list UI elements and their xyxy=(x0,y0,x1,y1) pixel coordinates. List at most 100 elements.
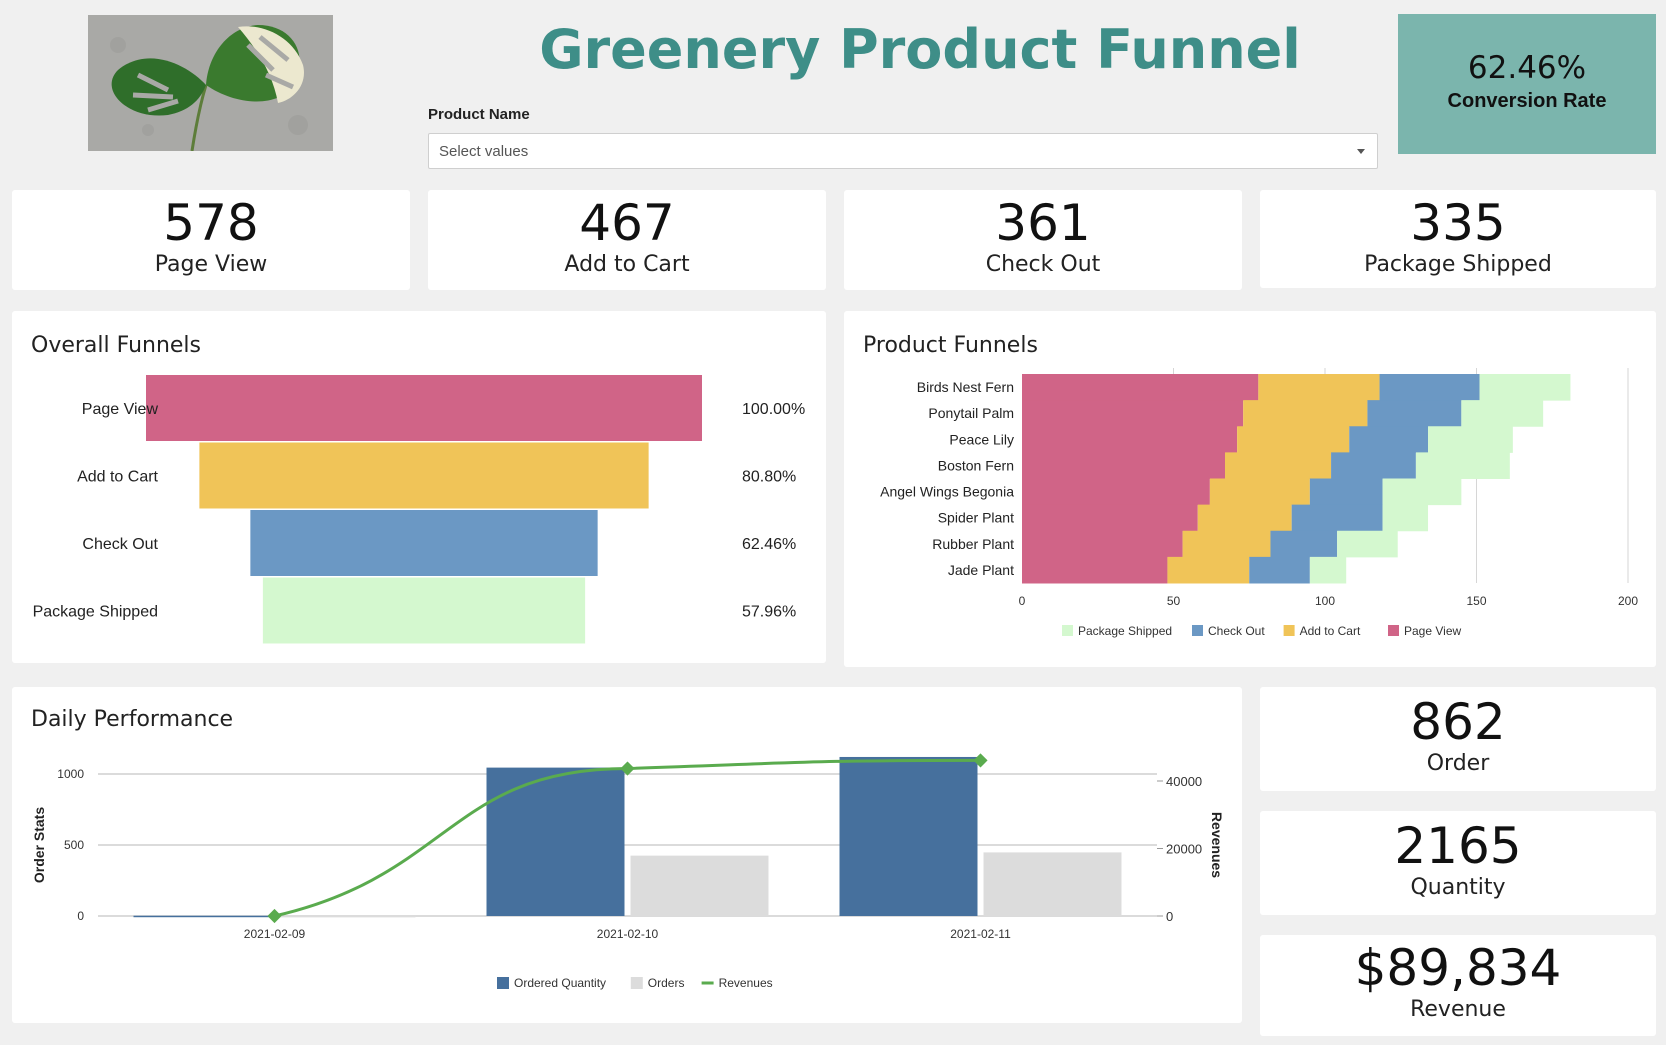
product-category-label: Spider Plant xyxy=(938,510,1014,526)
stacked-bar-segment xyxy=(1382,478,1462,506)
legend-label: Add to Cart xyxy=(1300,624,1361,638)
legend-label: Page View xyxy=(1404,624,1461,638)
bar-orders xyxy=(630,855,769,916)
stacked-bar-segment xyxy=(1022,504,1198,532)
stacked-bar-segment xyxy=(1022,530,1183,558)
revenue-point xyxy=(267,908,282,924)
revenue-line xyxy=(274,758,981,918)
bar-ordered-quantity xyxy=(133,915,272,918)
kpi-value: 862 xyxy=(1410,693,1506,751)
legend-label: Package Shipped xyxy=(1078,624,1172,638)
legend-swatch xyxy=(1283,625,1295,636)
funnel-bar xyxy=(146,375,702,441)
overall-funnel-chart: Page View 100.00% Add to Cart 80.80% Check O… xyxy=(33,375,805,644)
select-placeholder: Select values xyxy=(439,143,529,160)
kpi-package-shipped: 335 Package Shipped xyxy=(1260,190,1656,288)
kpi-quantity: 2165 Quantity xyxy=(1260,811,1656,915)
kpi-label: Check Out xyxy=(985,252,1101,277)
funnel-stage-label: Page View xyxy=(82,401,159,418)
funnel-percent-label: 57.96% xyxy=(742,604,796,621)
stacked-bar-segment xyxy=(1022,400,1244,427)
x-tick-label: 0 xyxy=(1019,594,1026,608)
y-tick-label: 1000 xyxy=(57,767,84,781)
y-tick-label: 500 xyxy=(64,838,84,852)
conversion-rate-card: 62.46% Conversion Rate xyxy=(1398,14,1656,154)
product-category-label: Angel Wings Begonia xyxy=(880,484,1014,500)
stacked-bar-segment xyxy=(1243,400,1368,427)
stacked-bar-segment xyxy=(1415,452,1510,479)
x-tick-label: 150 xyxy=(1466,594,1486,608)
stacked-bar-segment xyxy=(1022,426,1238,453)
stacked-bar-segment xyxy=(1349,426,1429,453)
y2-tick-label: 20000 xyxy=(1166,842,1202,857)
stacked-bar-segment xyxy=(1022,374,1259,401)
stacked-bar-segment xyxy=(1258,374,1380,401)
kpi-label: Order xyxy=(1426,751,1490,776)
legend-label: Check Out xyxy=(1208,624,1265,638)
legend-label: Orders xyxy=(648,976,685,990)
monstera-plant-photo xyxy=(88,15,333,151)
funnel-stage-label: Check Out xyxy=(82,536,158,553)
stacked-bar-segment xyxy=(1022,556,1168,584)
stacked-bar-segment xyxy=(1270,530,1338,558)
revenue-point xyxy=(620,761,635,776)
kpi-value: 335 xyxy=(1410,194,1506,252)
y2-tick-label: 0 xyxy=(1166,909,1173,924)
stacked-bar-segment xyxy=(1367,400,1462,427)
stacked-bar-segment xyxy=(1209,478,1310,506)
product-name-label: Product Name xyxy=(428,106,530,123)
kpi-value: 467 xyxy=(579,194,675,252)
daily-performance-chart: 0 500 1000 0 20000 40000 Order Stats Revenues 20… xyxy=(31,753,1225,990)
legend-label: Ordered Quantity xyxy=(514,976,606,990)
stacked-bar-segment xyxy=(1461,400,1544,427)
x-tick-label: 2021-02-10 xyxy=(597,927,659,941)
y2-tick-label: 40000 xyxy=(1166,774,1202,789)
product-funnels-panel: Product Funnels Birds Nest Fern Ponytail … xyxy=(844,311,1656,667)
x-tick-label: 2021-02-09 xyxy=(244,927,306,941)
stacked-bar-segment xyxy=(1182,530,1271,558)
kpi-revenue: $89,834 Revenue xyxy=(1260,935,1656,1036)
kpi-add-to-cart: 467 Add to Cart xyxy=(428,190,826,290)
chevron-down-icon[interactable] xyxy=(1357,149,1365,154)
stacked-bar-segment xyxy=(1291,504,1383,532)
kpi-label: Quantity xyxy=(1410,875,1506,900)
funnel-stage-label: Add to Cart xyxy=(77,469,158,486)
legend-swatch xyxy=(1388,625,1399,636)
funnel-percent-label: 62.46% xyxy=(742,536,796,553)
legend-swatch xyxy=(1192,625,1203,636)
x-tick-label: 50 xyxy=(1167,594,1181,608)
x-tick-label: 2021-02-11 xyxy=(950,927,1011,941)
conversion-rate-value: 62.46% xyxy=(1467,50,1587,86)
kpi-check-out: 361 Check Out xyxy=(844,190,1242,290)
bar-orders xyxy=(277,915,416,918)
funnel-bar xyxy=(199,442,649,509)
kpi-value: 2165 xyxy=(1394,817,1522,875)
bar-ordered-quantity xyxy=(839,756,978,916)
stacked-bar-segment xyxy=(1022,452,1226,479)
y-tick-label: 0 xyxy=(77,909,84,923)
kpi-value: 578 xyxy=(163,194,259,252)
funnel-bar xyxy=(250,510,598,576)
funnel-percent-label: 100.00% xyxy=(742,401,805,418)
legend-swatch xyxy=(630,977,643,989)
stacked-bar-segment xyxy=(1225,452,1332,479)
kpi-label: Revenue xyxy=(1410,997,1506,1022)
funnel-percent-label: 80.80% xyxy=(742,469,796,486)
stacked-bar-segment xyxy=(1331,452,1416,479)
stacked-bar-segment xyxy=(1337,530,1398,558)
stacked-bar-segment xyxy=(1167,556,1250,584)
stacked-bar-segment xyxy=(1022,478,1210,506)
stacked-bar-segment xyxy=(1479,374,1571,401)
product-category-label: Birds Nest Fern xyxy=(917,379,1014,395)
product-category-label: Ponytail Palm xyxy=(928,405,1014,421)
product-name-select[interactable]: Select values xyxy=(428,133,1378,169)
kpi-label: Page View xyxy=(154,252,268,277)
bar-ordered-quantity xyxy=(486,767,625,916)
panel-title: Product Funnels xyxy=(863,333,1038,358)
kpi-value: 361 xyxy=(995,194,1091,252)
bar-orders xyxy=(983,852,1122,916)
funnel-bar xyxy=(262,577,586,644)
product-category-label: Peace Lily xyxy=(949,431,1014,447)
y-axis-title: Order Stats xyxy=(31,807,47,883)
stacked-bar-segment xyxy=(1428,426,1513,453)
